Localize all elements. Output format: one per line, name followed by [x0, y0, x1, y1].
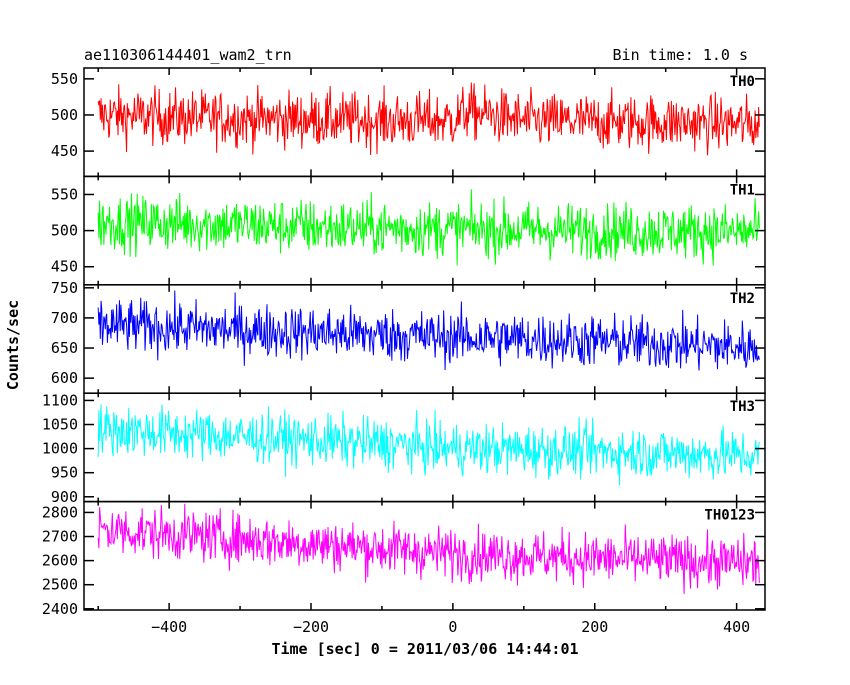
x-axis-title: Time [sec] 0 = 2011/03/06 14:44:01 [271, 640, 578, 658]
panel-stack: 450 500 550 TH0 450 500 550 TH1 600 650 700 750 TH2 9… [42, 67, 766, 618]
series-line-th1 [97, 189, 760, 266]
series-line-th3 [97, 404, 760, 486]
y-tick-label: 2500 [42, 576, 78, 594]
y-tick-label: 450 [51, 258, 78, 276]
y-tick-label: 900 [51, 488, 78, 506]
x-tick-label: 0 [448, 618, 457, 636]
y-tick-label: 1100 [42, 391, 78, 409]
x-tick-label: −400 [151, 618, 187, 636]
panel-th0: 450 500 550 TH0 [51, 67, 766, 178]
y-tick-label: 750 [51, 279, 78, 297]
panel-frame [83, 500, 766, 611]
y-tick-label: 550 [51, 70, 78, 88]
y-tick-label: 450 [51, 142, 78, 160]
bin-time-label: Bin time: 1.0 s [613, 46, 748, 64]
y-axis-title: Counts/sec [4, 300, 22, 390]
panel-label-th0123: TH0123 [704, 508, 755, 524]
panel-th1: 450 500 550 TH1 [51, 175, 766, 286]
panel-label-th0: TH0 [730, 74, 755, 90]
y-tick-label: 1050 [42, 416, 78, 434]
series-line-th0 [97, 82, 760, 156]
y-tick-label: 2700 [42, 528, 78, 546]
y-tick-label: 550 [51, 185, 78, 203]
series-line-th2 [97, 290, 760, 371]
y-tick-label: 2800 [42, 503, 78, 521]
panel-th3: 900 950 1000 1050 1100 TH3 [42, 391, 766, 506]
y-tick-label: 500 [51, 106, 78, 124]
series-line-th0123 [97, 503, 760, 594]
x-tick-label: 200 [581, 618, 608, 636]
observation-id-title: ae110306144401_wam2_trn [84, 46, 292, 64]
x-tick-label: 400 [723, 618, 750, 636]
x-axis-ticks: −400 −200 0 200 400 [151, 618, 750, 636]
y-tick-label: 2400 [42, 600, 78, 618]
x-tick-label: −200 [293, 618, 329, 636]
panel-label-th2: TH2 [730, 291, 755, 307]
y-tick-label: 1000 [42, 440, 78, 458]
panel-th2: 600 650 700 750 TH2 [51, 279, 766, 394]
panel-label-th3: TH3 [730, 399, 755, 415]
y-tick-label: 500 [51, 222, 78, 240]
y-tick-label: 2600 [42, 552, 78, 570]
y-tick-label: 700 [51, 309, 78, 327]
panel-th0123: 2400 2500 2600 2700 2800 TH0123 [42, 500, 766, 618]
y-tick-label: 950 [51, 464, 78, 482]
panel-label-th1: TH1 [730, 182, 755, 198]
y-tick-label: 600 [51, 369, 78, 387]
y-tick-label: 650 [51, 339, 78, 357]
